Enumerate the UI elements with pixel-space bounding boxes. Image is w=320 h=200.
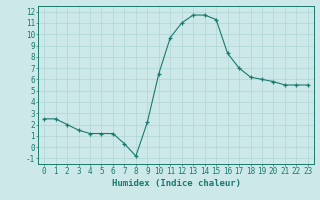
X-axis label: Humidex (Indice chaleur): Humidex (Indice chaleur) [111,179,241,188]
